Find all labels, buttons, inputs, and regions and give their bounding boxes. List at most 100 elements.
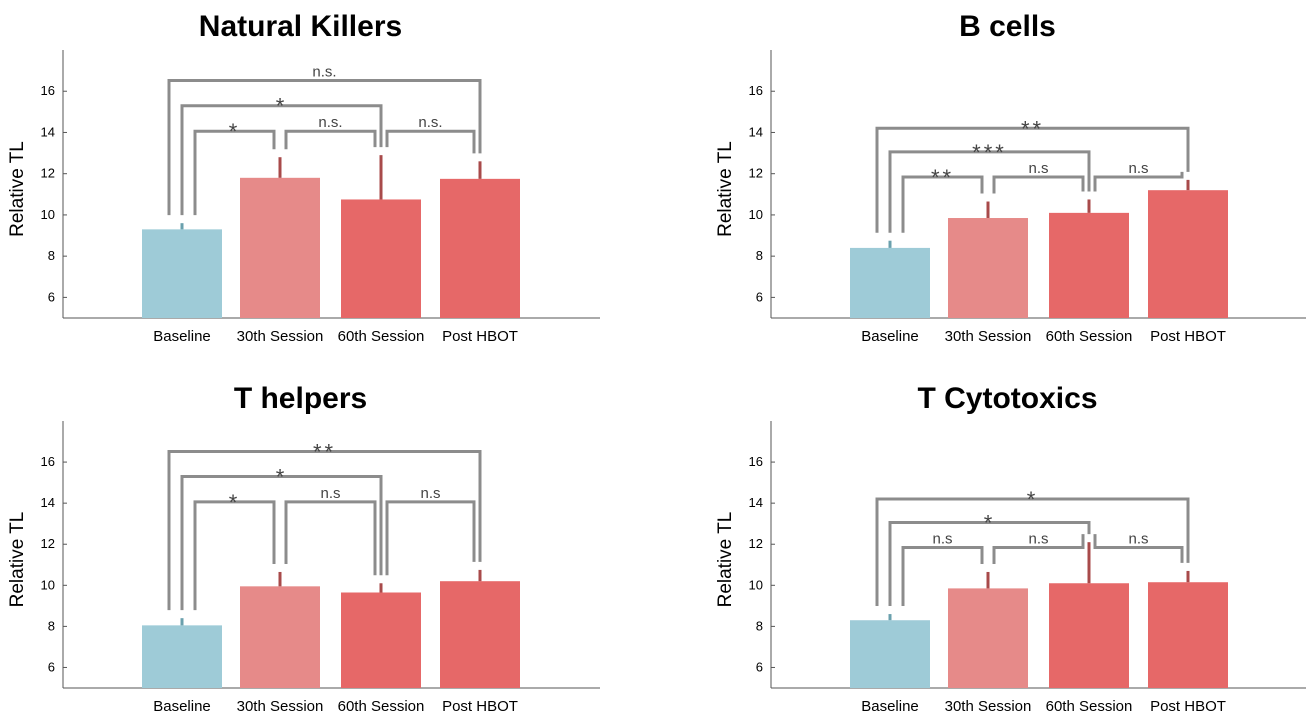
y-tick-label: 12 xyxy=(41,166,55,181)
category-label-30th-session: 30th Session xyxy=(237,328,324,345)
y-tick-label: 8 xyxy=(48,618,55,633)
category-label-post-hbot: Post HBOT xyxy=(442,328,518,345)
significance-bracket xyxy=(180,475,383,611)
y-tick-label: 12 xyxy=(749,166,763,181)
significance-label: * xyxy=(276,94,288,119)
bar-30th-session xyxy=(948,218,1028,318)
category-label-baseline: Baseline xyxy=(153,698,211,715)
chart-title: B cells xyxy=(959,10,1056,43)
category-label-30th-session: 30th Session xyxy=(237,698,324,715)
significance-bracket xyxy=(875,126,1190,233)
y-tick-label: 10 xyxy=(41,577,55,592)
significance-bracket xyxy=(193,129,276,216)
y-tick-label: 14 xyxy=(749,124,763,139)
chart-title: Natural Killers xyxy=(199,10,402,43)
bar-baseline xyxy=(142,229,222,318)
y-tick-label: 16 xyxy=(749,83,763,98)
y-tick-label: 10 xyxy=(41,207,55,222)
significance-bracket xyxy=(901,546,984,607)
bar-60th-session xyxy=(1049,583,1129,688)
significance-label: n.s xyxy=(1128,160,1148,177)
significance-label: n.s. xyxy=(312,64,336,81)
y-axis-label: Relative TL xyxy=(7,512,28,608)
category-label-post-hbot: Post HBOT xyxy=(442,698,518,715)
category-label-post-hbot: Post HBOT xyxy=(1150,328,1226,345)
significance-label: * xyxy=(229,119,241,144)
significance-label: n.s xyxy=(420,485,440,502)
y-tick-label: 14 xyxy=(41,124,55,139)
significance-bracket xyxy=(992,534,1085,564)
chart-title: T Cytotoxics xyxy=(917,382,1097,415)
significance-bracket xyxy=(888,150,1091,233)
significance-label: * xyxy=(229,490,241,515)
bar-60th-session xyxy=(1049,212,1129,318)
significance-label: n.s xyxy=(1128,531,1148,548)
significance-label: ** xyxy=(313,439,336,464)
significance-label: n.s xyxy=(1028,160,1048,177)
significance-label: * xyxy=(1027,487,1039,512)
significance-label: n.s xyxy=(932,531,952,548)
significance-label: *** xyxy=(972,140,1007,165)
chart-t-cytotoxics: T Cytotoxics Relative TL 6 8 10 12 14 16 Baselin… xyxy=(715,382,1306,715)
y-tick-label: 6 xyxy=(48,289,55,304)
significance-bracket xyxy=(167,79,482,216)
category-label-60th-session: 60th Session xyxy=(1046,698,1133,715)
significance-label: n.s. xyxy=(318,114,342,131)
category-label-30th-session: 30th Session xyxy=(945,698,1032,715)
bar-post-hbot xyxy=(440,581,520,688)
y-axis-label: Relative TL xyxy=(7,141,28,237)
significance-bracket xyxy=(875,497,1190,607)
y-tick-label: 16 xyxy=(41,83,55,98)
significance-bracket xyxy=(167,449,482,611)
bar-60th-session xyxy=(341,592,421,688)
chart-b-cells: B cells Relative TL 6 8 10 12 14 16 Baseline 30th… xyxy=(715,10,1306,345)
category-label-post-hbot: Post HBOT xyxy=(1150,698,1226,715)
category-label-baseline: Baseline xyxy=(153,328,211,345)
y-tick-label: 8 xyxy=(756,248,763,263)
y-tick-label: 10 xyxy=(749,207,763,222)
significance-bracket xyxy=(901,175,984,233)
category-label-baseline: Baseline xyxy=(861,698,919,715)
y-tick-label: 6 xyxy=(756,659,763,674)
category-label-baseline: Baseline xyxy=(861,328,919,345)
significance-bracket xyxy=(193,500,276,611)
significance-bracket xyxy=(385,129,476,154)
category-label-30th-session: 30th Session xyxy=(945,328,1032,345)
significance-bracket xyxy=(888,520,1091,607)
significance-bracket xyxy=(284,129,377,150)
significance-label: * xyxy=(276,465,288,490)
bar-60th-session xyxy=(341,199,421,318)
chart-title: T helpers xyxy=(234,382,367,415)
significance-bracket xyxy=(180,104,383,216)
significance-label: n.s. xyxy=(418,114,442,131)
y-tick-label: 8 xyxy=(48,248,55,263)
significance-label: ** xyxy=(931,165,954,190)
bar-30th-session xyxy=(948,588,1028,688)
category-label-60th-session: 60th Session xyxy=(338,698,425,715)
significance-bracket xyxy=(1093,171,1184,192)
y-tick-label: 6 xyxy=(756,289,763,304)
significance-label: * xyxy=(984,510,996,535)
significance-label: ** xyxy=(1021,116,1044,141)
bar-30th-session xyxy=(240,586,320,688)
y-tick-label: 12 xyxy=(749,536,763,551)
significance-label: n.s xyxy=(1028,531,1048,548)
y-axis-label: Relative TL xyxy=(715,141,736,237)
chart-natural-killers: Natural Killers Relative TL 6 8 10 12 14 16 Base… xyxy=(7,10,600,345)
significance-label: n.s xyxy=(320,485,340,502)
y-tick-label: 14 xyxy=(41,495,55,510)
bar-30th-session xyxy=(240,177,320,318)
significance-bracket xyxy=(992,175,1085,194)
y-axis-label: Relative TL xyxy=(715,512,736,608)
chart-t-helpers: T helpers Relative TL 6 8 10 12 14 16 Baseline 30… xyxy=(7,382,600,715)
y-tick-label: 14 xyxy=(749,495,763,510)
category-label-60th-session: 60th Session xyxy=(338,328,425,345)
y-tick-label: 8 xyxy=(756,618,763,633)
bar-baseline xyxy=(142,625,222,688)
bar-baseline xyxy=(850,247,930,318)
y-tick-label: 16 xyxy=(749,454,763,469)
y-tick-label: 10 xyxy=(749,577,763,592)
bar-baseline xyxy=(850,620,930,688)
bar-post-hbot xyxy=(1148,190,1228,318)
